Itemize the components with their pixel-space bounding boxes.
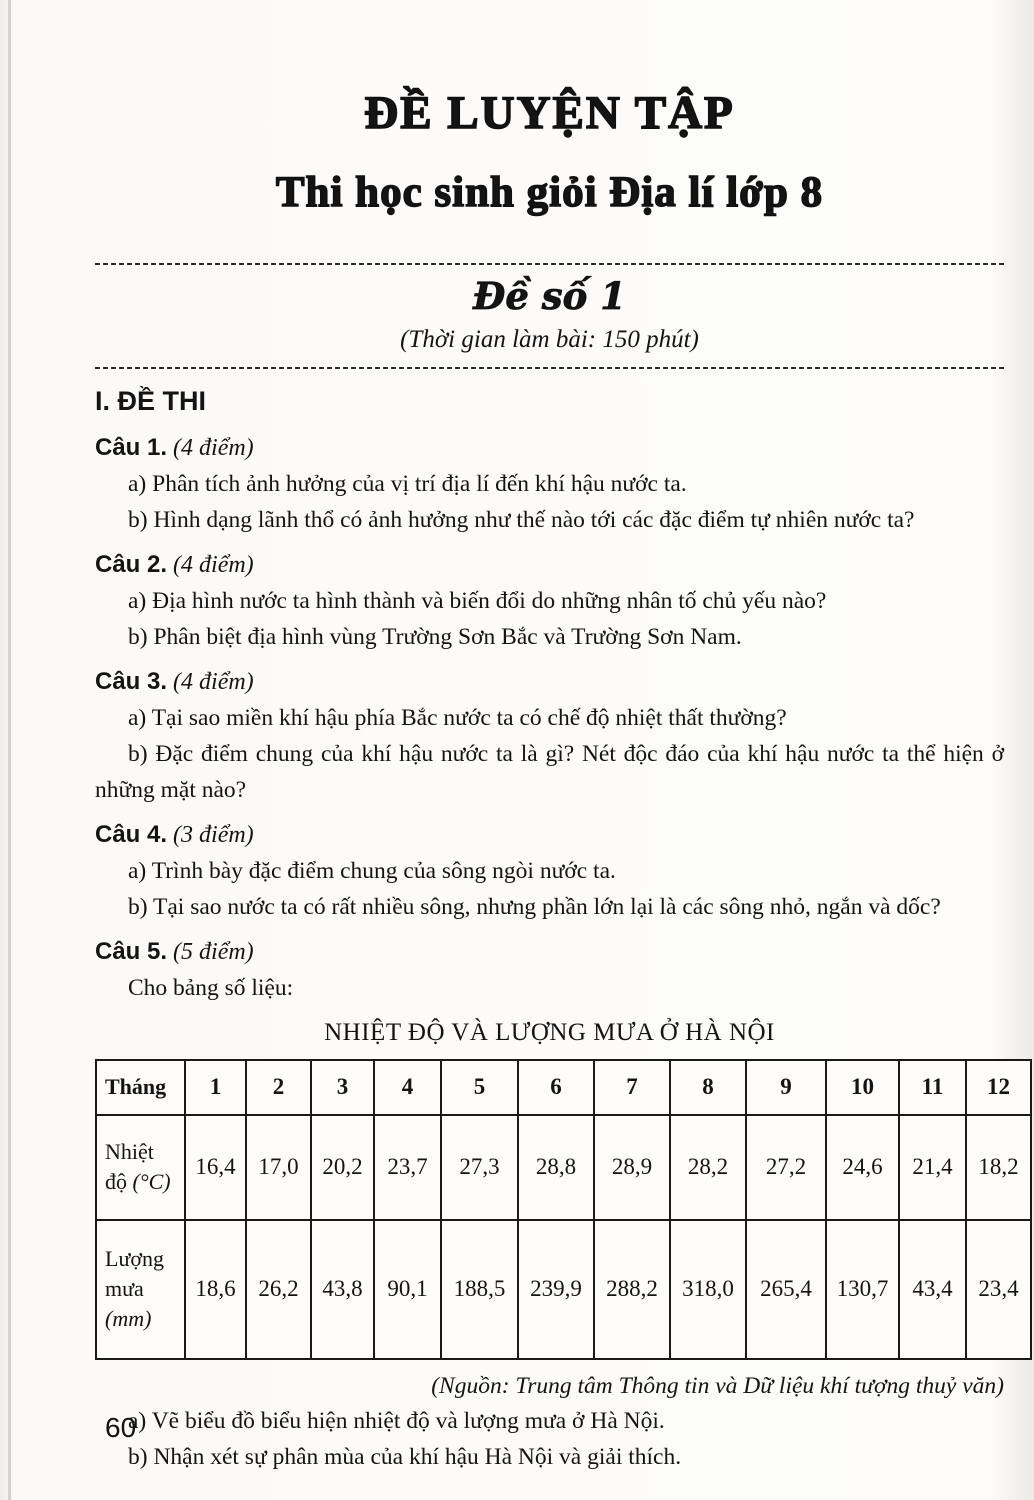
month-header: 9 (745, 1058, 827, 1116)
temperature-value: 23,7 (373, 1113, 442, 1221)
question-1-part-b: b) Hình dạng lãnh thổ có ảnh hưởng như t… (128, 506, 915, 533)
temperature-value: 27,3 (440, 1113, 519, 1221)
question-2-points: (4 điểm) (173, 551, 254, 578)
question-5-part-b: b) Nhận xét sự phân mùa của khí hậu Hà N… (128, 1443, 682, 1470)
temperature-value: 24,6 (825, 1113, 900, 1221)
question-1-points: (4 điểm) (173, 434, 254, 461)
rainfall-value: 43,8 (310, 1218, 375, 1360)
month-header: 11 (898, 1058, 967, 1116)
dashed-divider-top (95, 262, 1004, 265)
rainfall-value: 318,0 (669, 1218, 747, 1360)
question-3-part-b: b) Đặc điểm chung của khí hậu nước ta là… (95, 740, 1004, 803)
data-table-title: NHIỆT ĐỘ VÀ LƯỢNG MƯA Ở HÀ NỘI (324, 1018, 775, 1046)
temperature-value: 18,2 (965, 1113, 1032, 1221)
month-header: 5 (440, 1058, 519, 1116)
rainfall-value: 188,5 (440, 1218, 519, 1360)
question-1-heading: Câu 1. (4 điểm) (95, 430, 1004, 466)
rainfall-value: 265,4 (745, 1218, 827, 1360)
temperature-unit: (°C) (132, 1169, 171, 1195)
month-header: 8 (669, 1058, 747, 1116)
temperature-rainfall-table: Tháng 1 2 3 4 5 6 7 8 9 10 11 12 Nhiệt đ… (95, 1058, 1032, 1360)
exam-title-line2: Thi học sinh giỏi Địa lí lớp 8 (275, 168, 824, 217)
month-header: 6 (517, 1058, 595, 1116)
question-4-heading: Câu 4. (3 điểm) (95, 817, 1004, 853)
temperature-value: 28,9 (593, 1113, 671, 1221)
table-source-citation: (Nguồn: Trung tâm Thông tin và Dữ liệu k… (431, 1372, 1004, 1399)
rainfall-unit: (mm) (105, 1306, 152, 1332)
page-number: 60 (105, 1412, 137, 1443)
exam-duration: (Thời gian làm bài: 150 phút) (400, 325, 699, 353)
temperature-value: 17,0 (245, 1113, 312, 1221)
temperature-row-label: Nhiệt độ (°C) (95, 1113, 186, 1221)
temperature-value: 21,4 (898, 1113, 967, 1221)
rainfall-value: 130,7 (825, 1218, 900, 1360)
question-4-part-a: a) Trình bày đặc điểm chung của sông ngò… (128, 857, 616, 884)
question-3-points: (4 điểm) (173, 668, 254, 695)
question-2-label: Câu 2. (95, 550, 168, 578)
question-5-label: Câu 5. (95, 937, 168, 965)
question-2-heading: Câu 2. (4 điểm) (95, 547, 1004, 583)
question-3-heading: Câu 3. (4 điểm) (95, 664, 1004, 700)
rainfall-value: 43,4 (898, 1218, 967, 1360)
month-header: 2 (245, 1058, 312, 1116)
question-5-part-a: a) Vẽ biểu đồ biểu hiện nhiệt độ và lượn… (128, 1407, 665, 1434)
exam-number-heading: Đề số 1 (473, 273, 627, 318)
temperature-value: 27,2 (745, 1113, 827, 1221)
question-5-intro: Cho bảng số liệu: (128, 974, 294, 1001)
question-1-label: Câu 1. (95, 433, 168, 461)
month-header: 4 (373, 1058, 442, 1116)
month-header: 3 (310, 1058, 375, 1116)
question-3-part-a: a) Tại sao miền khí hậu phía Bắc nước ta… (128, 704, 787, 731)
temperature-value: 28,2 (669, 1113, 747, 1221)
question-5-points: (5 điểm) (173, 938, 254, 965)
rainfall-label-text: Lượng mưa (105, 1246, 164, 1302)
rainfall-value: 90,1 (373, 1218, 442, 1360)
temperature-value: 16,4 (184, 1113, 247, 1221)
question-2-part-b: b) Phân biệt địa hình vùng Trường Sơn Bắ… (128, 623, 742, 650)
rainfall-value: 18,6 (184, 1218, 247, 1360)
temperature-value: 20,2 (310, 1113, 375, 1221)
rainfall-value: 288,2 (593, 1218, 671, 1360)
temperature-value: 28,8 (517, 1113, 595, 1221)
scan-artifact-left-edge (8, 0, 11, 1500)
question-2-part-a: a) Địa hình nước ta hình thành và biến đ… (128, 587, 827, 614)
question-5-heading: Câu 5. (5 điểm) (95, 934, 1004, 970)
month-header: 12 (965, 1058, 1032, 1116)
question-4-part-b: b) Tại sao nước ta có rất nhiều sông, nh… (128, 893, 941, 920)
month-header: 1 (184, 1058, 247, 1116)
section-heading-de-thi: I. ĐỀ THI (95, 385, 207, 416)
dashed-divider-bottom (95, 366, 1004, 369)
temperature-label-text: Nhiệt độ (105, 1139, 154, 1195)
month-header: 10 (825, 1058, 900, 1116)
temperature-row: Nhiệt độ (°C) 16,4 17,0 20,2 23,7 27,3 2… (95, 1113, 1032, 1221)
question-3-label: Câu 3. (95, 667, 168, 695)
month-header: 7 (593, 1058, 671, 1116)
rainfall-row: Lượng mưa (mm) 18,6 26,2 43,8 90,1 188,5… (95, 1218, 1032, 1360)
rainfall-value: 23,4 (965, 1218, 1032, 1360)
table-header-row: Tháng 1 2 3 4 5 6 7 8 9 10 11 12 (95, 1058, 1032, 1116)
rainfall-value: 239,9 (517, 1218, 595, 1360)
question-4-points: (3 điểm) (173, 821, 254, 848)
exam-title-line1: ĐỀ LUYỆN TẬP (363, 87, 735, 140)
table-corner-cell: Tháng (95, 1058, 186, 1116)
question-1-part-a: a) Phân tích ảnh hưởng của vị trí địa lí… (128, 470, 687, 497)
question-4-label: Câu 4. (95, 820, 168, 848)
rainfall-row-label: Lượng mưa (mm) (95, 1218, 186, 1360)
rainfall-value: 26,2 (245, 1218, 312, 1360)
